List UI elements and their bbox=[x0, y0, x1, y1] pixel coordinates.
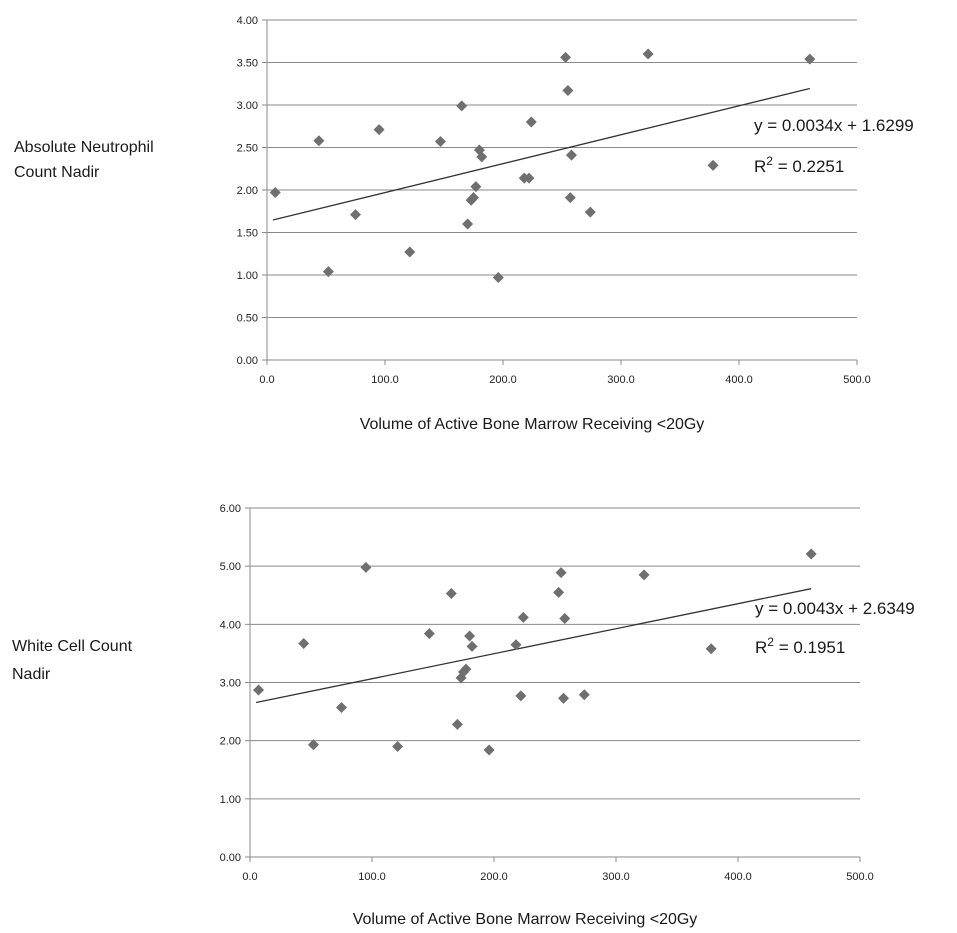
data-point bbox=[360, 561, 372, 573]
data-point bbox=[470, 181, 482, 193]
x-tick-label: 300.0 bbox=[602, 871, 630, 883]
data-point bbox=[336, 702, 347, 714]
y-tick-label: 5.00 bbox=[220, 561, 241, 573]
data-point bbox=[445, 588, 457, 600]
data-point bbox=[578, 689, 590, 701]
data-point bbox=[525, 116, 537, 128]
data-point bbox=[517, 611, 529, 623]
data-point bbox=[638, 569, 650, 581]
x-tick-label: 100.0 bbox=[371, 374, 399, 386]
anc-chart: 0.00 0.50 1.00 1.50 2.00 2.50 3.00 3.50 4.00 0.0 1… bbox=[14, 15, 914, 433]
y-tick-label: 3.00 bbox=[220, 678, 241, 690]
data-point bbox=[805, 548, 817, 560]
x-tick-label: 500.0 bbox=[846, 871, 874, 883]
data-point bbox=[584, 206, 596, 218]
data-point bbox=[492, 272, 504, 284]
trend-equation: y = 0.0034x + 1.6299 bbox=[754, 116, 914, 135]
data-point bbox=[562, 85, 574, 97]
x-tick-label: 0.0 bbox=[259, 374, 274, 386]
y-tick-label: 1.50 bbox=[237, 228, 258, 240]
r-squared: R2 = 0.2251 bbox=[754, 154, 844, 176]
y-tick-label: 3.50 bbox=[237, 58, 258, 70]
data-point bbox=[451, 718, 463, 730]
x-axis-label: Volume of Active Bone Marrow Receiving <… bbox=[353, 911, 698, 928]
data-point bbox=[269, 187, 281, 199]
data-point bbox=[468, 192, 479, 204]
data-point bbox=[476, 151, 488, 163]
wcc-chart: 0.00 1.00 2.00 3.00 4.00 5.00 6.00 0.0 100.0 200.… bbox=[12, 503, 915, 928]
y-axis-label: Nadir bbox=[12, 666, 51, 683]
x-tick-label: 500.0 bbox=[843, 374, 871, 386]
y-tick-label: 2.00 bbox=[220, 736, 241, 748]
y-axis-label: Absolute Neutrophil bbox=[14, 139, 154, 156]
data-point bbox=[483, 744, 495, 756]
data-point bbox=[322, 266, 334, 278]
data-point bbox=[464, 630, 476, 642]
y-tick-label: 0.00 bbox=[220, 852, 241, 864]
data-point bbox=[707, 159, 719, 171]
y-tick-label: 4.00 bbox=[220, 619, 241, 631]
r-squared: R2 = 0.1951 bbox=[755, 635, 845, 657]
data-point bbox=[462, 218, 474, 230]
data-point bbox=[404, 246, 416, 258]
data-point bbox=[298, 638, 310, 650]
data-point bbox=[456, 100, 468, 112]
data-point bbox=[510, 639, 522, 651]
y-axis-label: White Cell Count bbox=[12, 638, 133, 655]
x-tick-label: 300.0 bbox=[607, 374, 635, 386]
y-tick-label: 2.50 bbox=[237, 143, 258, 155]
data-point bbox=[515, 690, 527, 702]
x-axis-label: Volume of Active Bone Marrow Receiving <… bbox=[360, 416, 705, 433]
data-point bbox=[565, 149, 577, 161]
y-tick-label: 6.00 bbox=[220, 503, 241, 515]
y-tick-label: 3.00 bbox=[237, 100, 258, 112]
data-point bbox=[553, 586, 565, 598]
y-tick-label: 0.00 bbox=[237, 355, 258, 367]
data-point bbox=[392, 740, 404, 752]
data-point bbox=[555, 567, 567, 579]
data-point bbox=[307, 739, 319, 751]
data-point bbox=[558, 692, 570, 704]
data-point bbox=[466, 640, 478, 652]
y-tick-label: 2.00 bbox=[237, 185, 258, 197]
y-tick-label: 1.00 bbox=[237, 270, 258, 282]
data-point bbox=[705, 643, 717, 655]
x-tick-label: 400.0 bbox=[725, 374, 753, 386]
x-tick-label: 400.0 bbox=[724, 871, 752, 883]
x-tick-label: 200.0 bbox=[489, 374, 517, 386]
x-tick-label: 0.0 bbox=[242, 871, 257, 883]
data-point bbox=[350, 209, 361, 221]
data-point bbox=[373, 124, 385, 136]
data-point bbox=[253, 684, 265, 696]
y-tick-label: 0.50 bbox=[237, 313, 258, 325]
data-point bbox=[564, 192, 576, 204]
data-point bbox=[559, 613, 571, 625]
trend-equation: y = 0.0043x + 2.6349 bbox=[755, 599, 915, 618]
trendline bbox=[272, 87, 810, 221]
data-point bbox=[523, 172, 535, 184]
data-point bbox=[460, 663, 472, 675]
data-point bbox=[804, 53, 816, 65]
data-point bbox=[423, 628, 435, 640]
x-tick-label: 100.0 bbox=[358, 871, 386, 883]
data-point bbox=[560, 51, 572, 63]
data-point bbox=[642, 48, 654, 60]
data-point bbox=[313, 135, 325, 147]
data-point bbox=[434, 136, 446, 148]
y-tick-label: 4.00 bbox=[237, 15, 258, 27]
trendline bbox=[255, 588, 812, 704]
x-tick-label: 200.0 bbox=[480, 871, 508, 883]
y-tick-label: 1.00 bbox=[220, 794, 241, 806]
y-axis-label: Count Nadir bbox=[14, 164, 100, 181]
